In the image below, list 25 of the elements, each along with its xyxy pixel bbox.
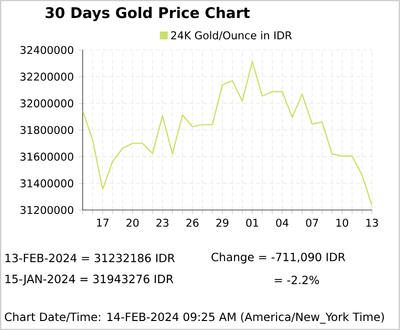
text: = -2.2% xyxy=(274,276,319,284)
y-tick-label: 31200000 xyxy=(20,206,74,214)
x-tick-label: 01 xyxy=(246,218,258,227)
text: Chart Date/Time: 14-FEB-2024 09:25 AM (America/New_York Time) xyxy=(4,312,384,324)
y-tick-label: 32000000 xyxy=(20,99,74,108)
text: 15-JAN-2024 = 31943276 IDR xyxy=(6,274,174,286)
text: 13-FEB-2024 = 31232186 IDR xyxy=(6,254,175,262)
y-tick-label: 31400000 xyxy=(20,179,74,188)
line-series xyxy=(82,61,372,206)
x-tick-label: 10 xyxy=(336,218,348,227)
y-tick-label: 32400000 xyxy=(20,46,74,54)
y-tick-label: 31800000 xyxy=(20,126,74,134)
x-tick-label: 26 xyxy=(186,218,199,227)
y-tick-label: 32200000 xyxy=(20,72,74,81)
y-tick-label: 31600000 xyxy=(20,152,74,161)
x-tick-label: 23 xyxy=(156,218,168,227)
x-tick-label: 07 xyxy=(306,218,318,227)
text: Change = -711,090 IDR xyxy=(212,252,346,264)
x-tick-label: 04 xyxy=(276,218,288,227)
x-tick-label: 29 xyxy=(216,218,228,227)
chart-title: 30 Days Gold Price Chart xyxy=(46,6,250,22)
x-tick-label: 17 xyxy=(97,218,108,226)
x-tick-label: 13 xyxy=(366,218,378,227)
legend-label: 24K Gold/Ounce in IDR xyxy=(171,31,292,40)
x-tick-label: 20 xyxy=(126,218,139,227)
